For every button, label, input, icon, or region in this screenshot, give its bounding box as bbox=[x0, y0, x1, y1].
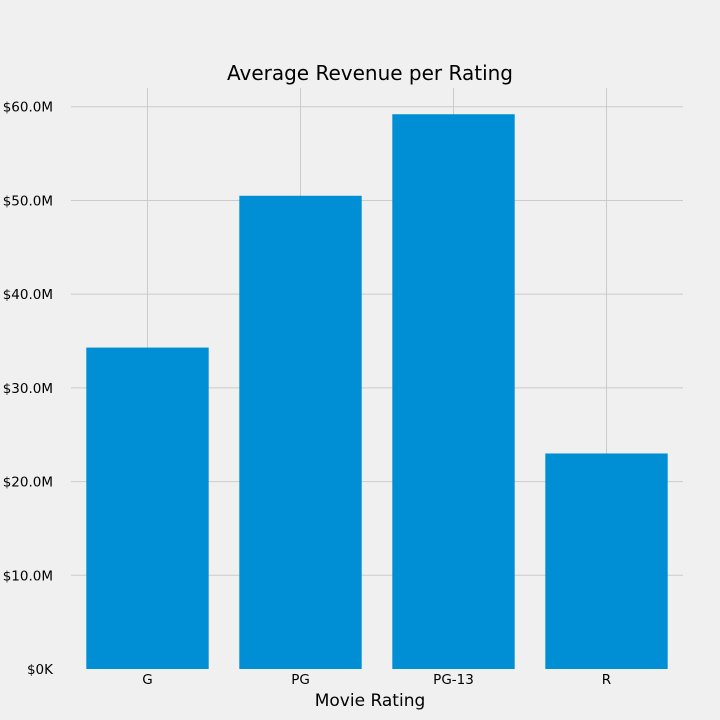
x-tick-label: R bbox=[602, 672, 611, 688]
x-tick-label: PG-13 bbox=[433, 672, 474, 688]
bar-pg bbox=[239, 195, 362, 670]
y-tick-labels: $0K $10.0M $20.0M $30.0M $40.0M $50.0M $60.0M bbox=[3, 100, 54, 678]
y-tick-label: $20.0M bbox=[3, 475, 53, 491]
chart-title: Average Revenue per Rating bbox=[227, 61, 513, 85]
x-tick-label: G bbox=[142, 672, 152, 688]
x-gridlines bbox=[147, 88, 607, 669]
bar-g bbox=[86, 347, 209, 669]
y-tick-label: $40.0M bbox=[3, 287, 53, 303]
x-axis-label: Movie Rating bbox=[315, 691, 426, 711]
x-tick-labels: G PG PG-13 R bbox=[142, 672, 611, 688]
bar-pg-13 bbox=[392, 114, 515, 669]
x-tick-label: PG bbox=[291, 672, 310, 688]
bar-r bbox=[545, 453, 668, 669]
y-tick-label: $60.0M bbox=[3, 100, 53, 116]
y-tick-label: $50.0M bbox=[3, 193, 53, 209]
y-tick-label: $30.0M bbox=[3, 381, 53, 397]
y-tick-label: $10.0M bbox=[3, 568, 53, 584]
y-tick-label: $0K bbox=[27, 662, 54, 678]
bars bbox=[86, 114, 668, 670]
